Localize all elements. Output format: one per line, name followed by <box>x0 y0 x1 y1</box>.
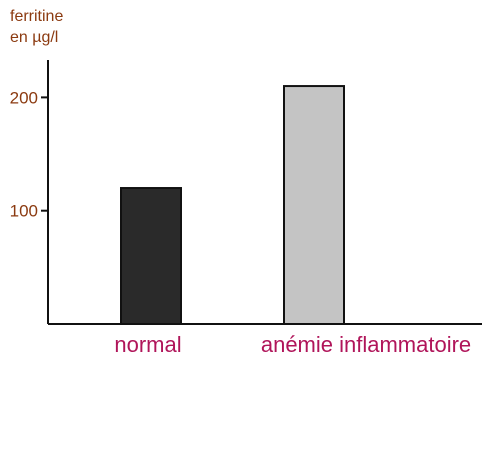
bar <box>283 85 345 325</box>
bars <box>120 85 345 325</box>
y-axis-ticks: 100 200 <box>10 88 48 221</box>
y-axis-title: ferritine en µg/l <box>10 8 63 46</box>
category-label: anémie inflammatoire <box>261 332 471 357</box>
bar <box>120 187 182 325</box>
y-axis-title-line-2: en µg/l <box>10 29 58 46</box>
y-axis-title-line-1: ferritine <box>10 8 63 25</box>
y-tick-label: 100 <box>10 202 38 221</box>
category-label: normal <box>114 332 181 357</box>
y-tick-label: 200 <box>10 88 38 107</box>
category-labels: normal anémie inflammatoire <box>114 332 471 357</box>
